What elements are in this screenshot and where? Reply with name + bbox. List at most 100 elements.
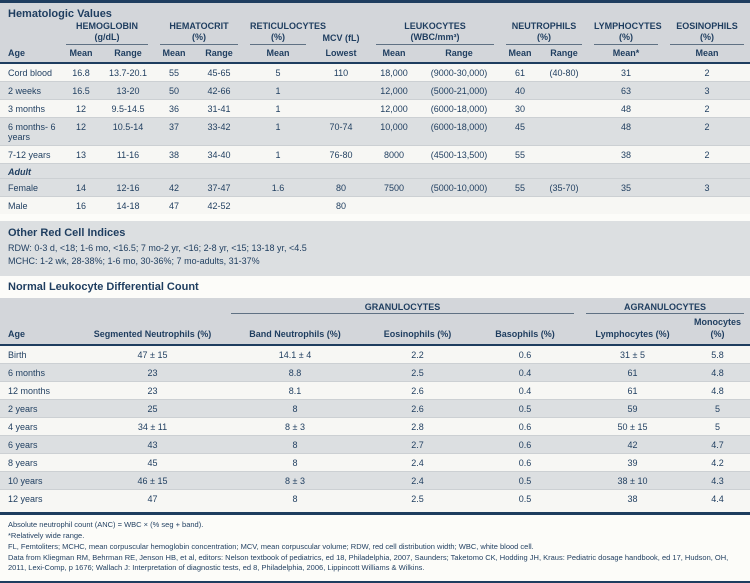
value-cell: 25	[147, 403, 158, 414]
hematologic-subheader-7: Mean	[370, 44, 418, 64]
hematologic-table-row: 7-12 years 13 11-16 38 34-40 1 76-80 8000 (4500-…	[0, 145, 750, 164]
value-cell: 8000	[383, 149, 405, 160]
leukocyte-column-header-2: Band Neutrophils (%)	[225, 314, 365, 346]
value-cell: 13-20	[116, 85, 140, 96]
value-cell: 48	[620, 121, 631, 132]
value-cell: 23	[147, 367, 158, 378]
column-group-label-lymphocytes: LYMPHOCYTES (%)	[594, 21, 662, 45]
value-cell: (35-70)	[549, 182, 579, 193]
value-cell: 1	[275, 103, 281, 114]
value-cell: 45	[514, 121, 525, 132]
value-cell: 5.8	[711, 349, 724, 360]
value-cell: 8 ± 3	[285, 475, 305, 486]
value-cell: 4.8	[711, 367, 724, 378]
other-red-cell-indices-section: Other Red Cell Indices RDW: 0-3 d, <18; …	[0, 220, 750, 276]
column-group-hemoglobin: HEMOGLOBIN (g/dL)	[60, 21, 154, 45]
column-group-mcv: MCV (fL)	[312, 21, 370, 45]
value-cell: 45	[147, 457, 158, 468]
value-cell: 12,000	[380, 85, 408, 96]
value-cell: 31-41	[207, 103, 231, 114]
other-red-cell-indices-title: Other Red Cell Indices	[8, 226, 126, 239]
column-group-label-leukocytes: LEUKOCYTES (WBC/mm³)	[376, 21, 494, 45]
leukocyte-table-row: Birth 47 ± 15 14.1 ± 4 2.2 0.6 31 ± 5 5.8	[0, 344, 750, 364]
age-cell: 12 months	[8, 385, 51, 396]
leukocyte-column-header-row: Age Segmented Neutrophils (%) Band Neutrop…	[0, 314, 750, 346]
value-cell: 55	[514, 182, 525, 193]
value-cell: 34-40	[207, 149, 231, 160]
hematologic-subheader-6: Lowest	[312, 44, 370, 64]
value-cell: 16.8	[72, 67, 90, 78]
value-cell	[312, 99, 370, 117]
value-cell: 9.5-14.5	[111, 103, 145, 114]
value-cell: 12	[75, 103, 86, 114]
value-cell: 0.4	[518, 367, 532, 378]
value-cell: 0.4	[518, 385, 532, 396]
leukocyte-column-header-3: Eosinophils (%)	[365, 314, 470, 346]
rdw-values-line: RDW: 0-3 d, <18; 1-6 mo, <16.5; 7 mo-2 y…	[8, 242, 307, 253]
column-group-lymphocytes: LYMPHOCYTES (%)	[588, 21, 664, 45]
value-cell: 63	[620, 85, 631, 96]
value-cell: 7500	[383, 182, 405, 193]
value-cell: 14-18	[116, 200, 140, 211]
value-cell: 8	[292, 403, 298, 414]
value-cell: 70-74	[329, 121, 353, 132]
value-cell: 36	[168, 103, 179, 114]
value-cell: 8	[292, 439, 298, 450]
value-cell: 61	[514, 67, 525, 78]
age-cell: Male	[8, 200, 28, 211]
age-cell: Birth	[8, 349, 27, 360]
value-cell: 4.2	[711, 457, 724, 468]
value-cell: 5	[715, 403, 721, 414]
value-cell: (5000-10,000)	[430, 182, 488, 193]
value-cell: 0.5	[518, 493, 532, 504]
hematologic-subheader-2: Range	[102, 44, 154, 64]
column-group-spacer	[0, 298, 225, 315]
value-cell: 31 ± 5	[620, 349, 645, 360]
age-cell: 6 months	[8, 367, 46, 378]
value-cell: 42	[627, 439, 638, 450]
value-cell: 59	[627, 403, 638, 414]
value-cell: 0.6	[518, 349, 532, 360]
value-cell: 13	[75, 149, 86, 160]
value-cell: (6000-18,000)	[430, 103, 488, 114]
adult-subheader-row: Adult	[0, 163, 750, 179]
footnote-wide-range: *Relatively wide range.	[8, 531, 85, 541]
age-cell: 2 weeks	[8, 85, 42, 96]
leukocyte-column-header-0: Age	[0, 314, 80, 346]
leukocyte-table-row: 2 years 25 8 2.6 0.5 59 5	[0, 399, 750, 418]
column-group-label-hematocrit: HEMATOCRIT (%)	[160, 21, 238, 45]
value-cell: 12	[75, 121, 86, 132]
value-cell: 8 ± 3	[285, 421, 305, 432]
hematologic-subheader-11: Mean*	[588, 44, 664, 64]
value-cell: 38 ± 10	[617, 475, 648, 486]
hematologic-table-row: 2 weeks 16.5 13-20 50 42-66 1 12,000 (5000-21,0…	[0, 81, 750, 100]
footnotes-section: Absolute neutrophil count (ANC) = WBC × …	[0, 515, 750, 581]
column-group-label-reticulocytes: RETICULOCYTES (%)	[250, 21, 326, 45]
value-cell: 31	[620, 67, 631, 78]
age-column-spacer	[0, 21, 60, 45]
age-cell: 12 years	[8, 493, 43, 504]
value-cell: 4.8	[711, 385, 724, 396]
hematologic-subheader-12: Mean	[664, 44, 750, 64]
value-cell	[540, 99, 588, 117]
value-cell: 45-65	[207, 67, 231, 78]
leukocyte-table-row: 6 years 43 8 2.7 0.6 42 4.7	[0, 435, 750, 454]
value-cell: 14	[75, 182, 86, 193]
age-cell: 2 years	[8, 403, 38, 414]
value-cell: 80	[335, 200, 346, 211]
value-cell: (6000-18,000)	[430, 121, 488, 132]
value-cell: 34 ± 11	[137, 421, 168, 432]
value-cell: (40-80)	[549, 67, 579, 78]
hematologic-subheader-0: Age	[0, 44, 60, 64]
value-cell: 3	[704, 85, 710, 96]
hematologic-group-header-row: HEMOGLOBIN (g/dL) HEMATOCRIT (%) RETICULOCYT…	[0, 21, 750, 45]
value-cell: 42-66	[207, 85, 231, 96]
footnote-data-sources: Data from Kliegman RM, Behrman RE, Jenso…	[8, 553, 729, 573]
value-cell	[370, 196, 418, 214]
value-cell: 8.8	[288, 367, 302, 378]
value-cell: 12-16	[116, 182, 140, 193]
value-cell: 33-42	[207, 121, 231, 132]
value-cell	[540, 81, 588, 99]
value-cell: 0.5	[518, 403, 532, 414]
